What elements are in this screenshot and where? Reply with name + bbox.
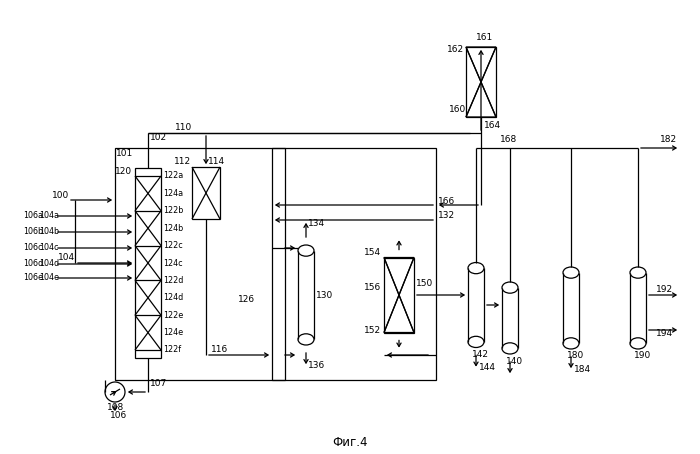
Text: 144: 144	[479, 363, 496, 372]
Text: 182: 182	[660, 135, 677, 144]
Text: 104a: 104a	[39, 211, 59, 219]
Text: 134: 134	[308, 218, 325, 227]
Bar	[384, 257, 414, 332]
Text: 116: 116	[211, 345, 228, 355]
Text: 106d: 106d	[23, 258, 43, 267]
Text: 106a: 106a	[23, 211, 43, 219]
Bar	[115, 148, 285, 380]
Text: 124c: 124c	[163, 258, 183, 267]
Text: 104e: 104e	[39, 272, 59, 281]
Text: 152: 152	[364, 326, 381, 335]
Text: 162: 162	[447, 44, 464, 54]
Text: 122b: 122b	[163, 206, 183, 215]
Text: 104b: 104b	[39, 227, 59, 236]
Text: 106: 106	[110, 411, 127, 420]
Bar	[272, 148, 436, 380]
Text: 136: 136	[308, 360, 326, 370]
Bar	[135, 168, 161, 358]
Text: 130: 130	[316, 291, 333, 300]
Text: 194: 194	[656, 330, 673, 339]
Text: 124b: 124b	[163, 224, 183, 233]
Text: 184: 184	[574, 365, 591, 374]
Text: 154: 154	[364, 248, 381, 257]
Text: 100: 100	[52, 192, 69, 201]
Text: 112: 112	[174, 158, 191, 167]
Text: 107: 107	[150, 380, 167, 389]
Text: 106b: 106b	[23, 227, 43, 236]
Text: 108: 108	[107, 404, 125, 413]
Bar	[466, 47, 496, 117]
Text: 122f: 122f	[163, 345, 181, 355]
Text: 126: 126	[238, 296, 255, 305]
Text: 122e: 122e	[163, 311, 183, 320]
Text: 106c: 106c	[23, 242, 43, 252]
Text: 190: 190	[634, 351, 651, 360]
Text: 106e: 106e	[23, 272, 43, 281]
Text: 104d: 104d	[39, 258, 59, 267]
Text: 161: 161	[476, 34, 494, 43]
Bar	[192, 167, 220, 219]
Text: 124a: 124a	[163, 189, 183, 198]
Text: 102: 102	[150, 133, 167, 143]
Text: 122d: 122d	[163, 276, 183, 285]
Text: 122a: 122a	[163, 172, 183, 181]
Text: 140: 140	[506, 356, 523, 365]
Text: 104c: 104c	[39, 242, 59, 252]
Text: 132: 132	[438, 212, 455, 221]
Text: 101: 101	[116, 149, 133, 158]
Text: 114: 114	[208, 158, 225, 167]
Text: 124d: 124d	[163, 293, 183, 302]
Text: 150: 150	[416, 278, 433, 287]
Text: 122c: 122c	[163, 241, 183, 250]
Text: 166: 166	[438, 197, 455, 206]
Text: 142: 142	[472, 350, 489, 359]
Text: 164: 164	[484, 120, 501, 129]
Text: Фиг.4: Фиг.4	[332, 436, 368, 449]
Text: 110: 110	[175, 123, 192, 133]
Text: 124e: 124e	[163, 328, 183, 337]
Text: 168: 168	[500, 135, 517, 144]
Text: 160: 160	[449, 104, 466, 114]
Text: 192: 192	[656, 285, 673, 293]
Text: 104: 104	[58, 253, 75, 262]
Text: 180: 180	[567, 351, 584, 360]
Text: 156: 156	[364, 282, 382, 291]
Text: 120: 120	[115, 168, 132, 177]
